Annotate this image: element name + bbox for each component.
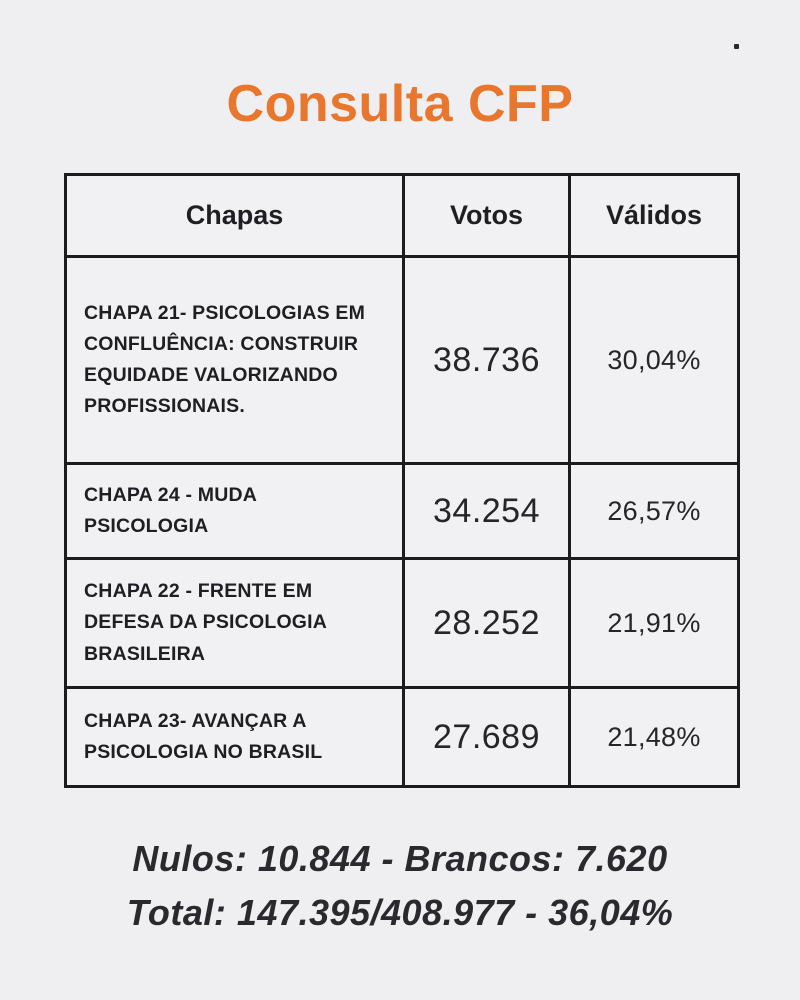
chapa-21-cell: CHAPA 21- PSICOLOGIAS EM CONFLUÊNCIA: CO…	[64, 255, 405, 465]
results-table: Chapas Votos Válidos CHAPA 21- PSICOLOGI…	[64, 173, 740, 788]
page-title: Consulta CFP	[226, 75, 574, 133]
nulos-brancos-line: Nulos: 10.844 - Brancos: 7.620	[132, 838, 668, 879]
chapa-22-validos: 21,91%	[568, 557, 740, 689]
chapa-23-validos: 21,48%	[568, 686, 740, 788]
table-header-row: Chapas Votos Válidos	[64, 173, 740, 258]
chapa-21-votos: 38.736	[402, 255, 571, 465]
chapa-21-name: CHAPA 21- PSICOLOGIAS EM CONFLUÊNCIA: CO…	[84, 301, 366, 418]
header-validos: Válidos	[568, 173, 740, 258]
header-chapas: Chapas	[64, 173, 405, 258]
chapa-21-validos: 30,04%	[568, 255, 740, 465]
chapa-23-votos: 27.689	[402, 686, 571, 788]
chapa-23-name: CHAPA 23- AVANÇAR A PSICOLOGIA NO BRASIL	[84, 709, 323, 763]
chapa-24-name: CHAPA 24 - MUDA PSICOLOGIA	[84, 483, 257, 537]
chapa-24-validos: 26,57%	[568, 462, 740, 560]
totals-footer: Nulos: 10.844 - Brancos: 7.620 Total: 14…	[0, 832, 800, 940]
chapa-23-cell: CHAPA 23- AVANÇAR A PSICOLOGIA NO BRASIL	[64, 686, 405, 788]
corner-speck	[734, 44, 739, 49]
table-row: CHAPA 23- AVANÇAR A PSICOLOGIA NO BRASIL…	[64, 686, 740, 788]
chapa-24-cell: CHAPA 24 - MUDA PSICOLOGIA	[64, 462, 405, 560]
chapa-22-name: CHAPA 22 - FRENTE EM DEFESA DA PSICOLOGI…	[84, 580, 327, 665]
chapa-24-votos: 34.254	[402, 462, 571, 560]
table-row: CHAPA 21- PSICOLOGIAS EM CONFLUÊNCIA: CO…	[64, 255, 740, 465]
header-votos: Votos	[402, 173, 571, 258]
table-row: CHAPA 24 - MUDA PSICOLOGIA 34.254 26,57%	[64, 462, 740, 560]
chapa-22-votos: 28.252	[402, 557, 571, 689]
chapa-22-cell: CHAPA 22 - FRENTE EM DEFESA DA PSICOLOGI…	[64, 557, 405, 689]
total-line: Total: 147.395/408.977 - 36,04%	[126, 892, 674, 933]
table-row: CHAPA 22 - FRENTE EM DEFESA DA PSICOLOGI…	[64, 557, 740, 689]
